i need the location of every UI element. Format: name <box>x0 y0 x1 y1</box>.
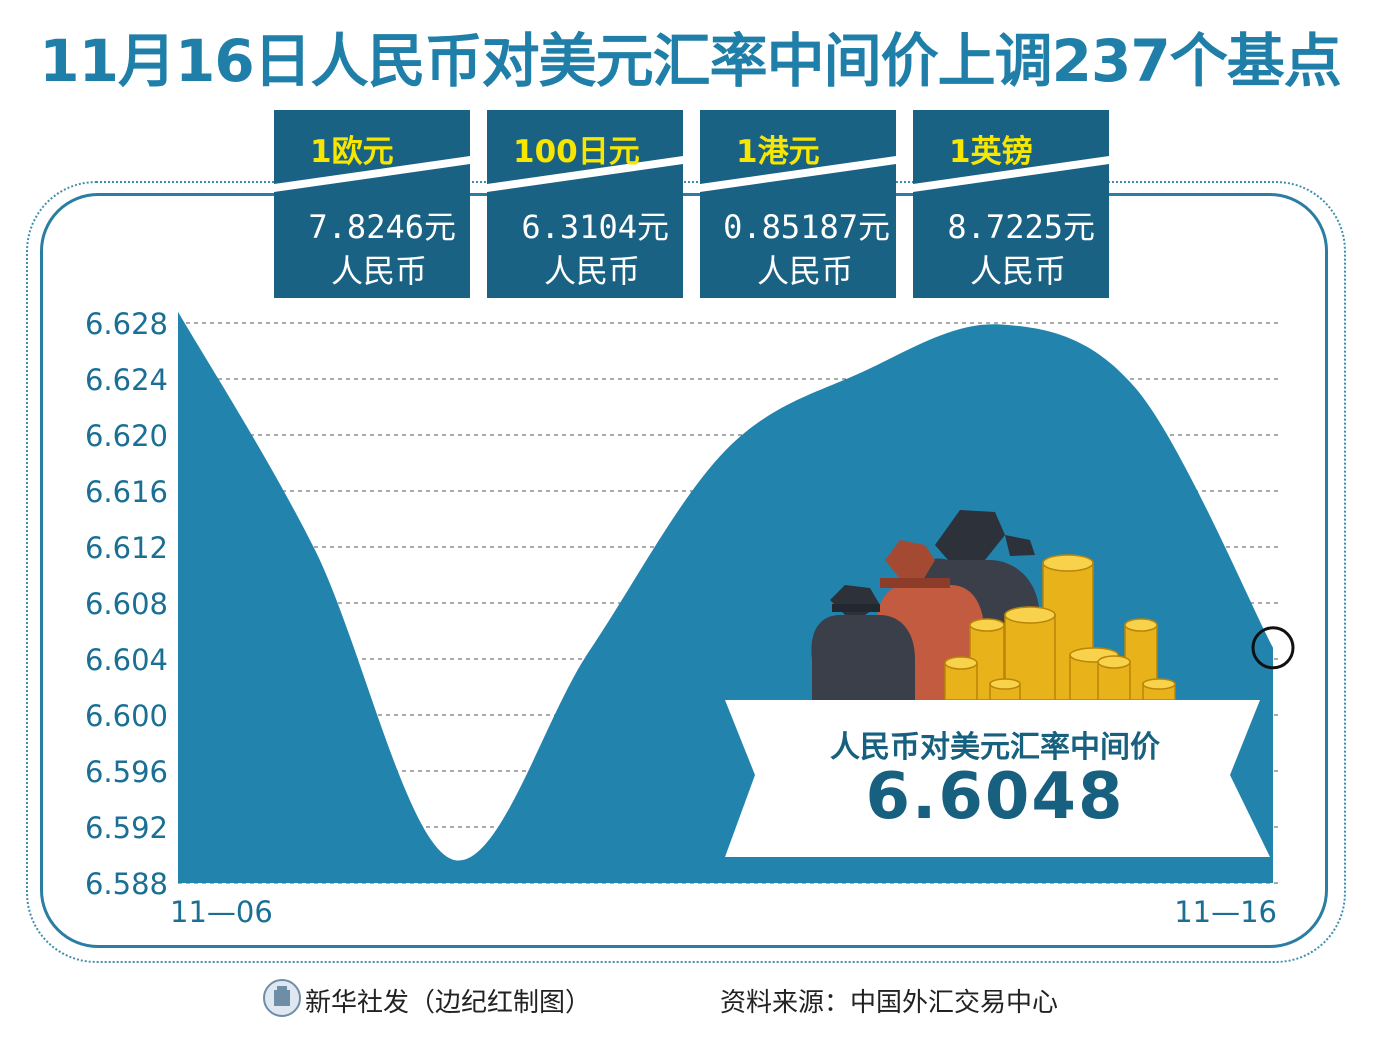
callout-title: 人民币对美元汇率中间价 <box>830 730 1160 765</box>
x-tick-label: 11—16 <box>1174 895 1277 929</box>
y-tick-label: 6.592 <box>85 811 168 845</box>
rate-card-unit: 人民币 <box>543 252 640 290</box>
y-tick-label: 6.604 <box>85 643 168 677</box>
footer-credit: 新华社发（边纪红制图） <box>305 988 592 1018</box>
y-tick-label: 6.616 <box>85 475 168 509</box>
callout-banner <box>725 700 1270 857</box>
rate-card-unit: 人民币 <box>330 252 427 290</box>
footer-source: 资料来源：中国外汇交易中心 <box>720 988 1059 1018</box>
rate-card-label: 1港元 <box>736 134 820 170</box>
y-tick-label: 6.624 <box>85 363 168 397</box>
page-title: 11月16日人民币对美元汇率中间价上调237个基点 <box>39 27 1342 95</box>
chart-frame-border <box>40 193 1328 948</box>
callout-value: 6.6048 <box>865 760 1125 834</box>
chart-frame-dotted-border <box>26 181 1346 963</box>
rate-card-background <box>274 110 470 298</box>
rate-card-hkd: 1港元 0.85187元 人民币 <box>700 110 896 298</box>
rate-card-value: 8.7225元 <box>947 208 1095 246</box>
rate-card-yen: 100日元 6.3104元 人民币 <box>487 110 683 298</box>
y-tick-label: 6.600 <box>85 699 168 733</box>
y-tick-label: 6.620 <box>85 419 168 453</box>
x-tick-label: 11—06 <box>170 895 273 929</box>
rate-card-background <box>913 110 1109 298</box>
y-tick-label: 6.596 <box>85 755 168 789</box>
y-tick-label: 6.588 <box>85 867 168 901</box>
y-tick-label: 6.612 <box>85 531 168 565</box>
xinhua-logo-icon <box>263 979 301 1017</box>
rate-card-unit: 人民币 <box>756 252 853 290</box>
money-bags-coins-icon <box>811 510 1176 701</box>
rate-card-label: 100日元 <box>513 134 640 170</box>
rate-card-label: 1英镑 <box>949 134 1033 170</box>
end-point-circle-icon <box>1251 626 1295 670</box>
rate-card-value: 6.3104元 <box>521 208 669 246</box>
rate-card-gbp: 1英镑 8.7225元 人民币 <box>913 110 1109 298</box>
rate-card-background <box>487 110 683 298</box>
y-axis-ticks: 6.628 6.624 6.620 6.616 6.612 6.608 6.604 6.600… <box>85 307 168 901</box>
rate-card-value: 7.8246元 <box>308 208 456 246</box>
rate-card-euro: 1欧元 7.8246元 人民币 <box>274 110 470 298</box>
x-axis-ticks: 11—06 11—16 <box>170 895 1277 929</box>
y-tick-label: 6.608 <box>85 587 168 621</box>
rate-card-value: 0.85187元 <box>723 208 890 246</box>
y-tick-label: 6.628 <box>85 307 168 341</box>
rate-card-background <box>700 110 896 298</box>
rate-card-unit: 人民币 <box>969 252 1066 290</box>
rate-card-label: 1欧元 <box>310 134 394 170</box>
